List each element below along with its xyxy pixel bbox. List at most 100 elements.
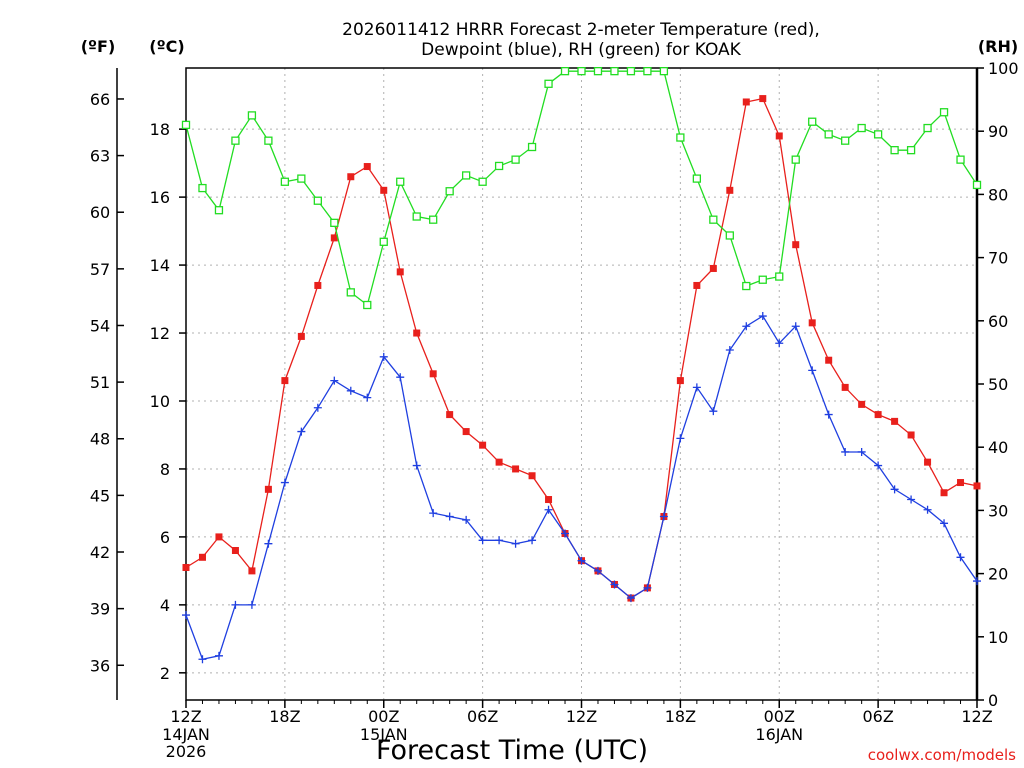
dewpoint-point	[758, 312, 767, 321]
celsius-tick-label: 18	[150, 120, 170, 139]
rh-point	[198, 183, 207, 193]
rh-tick-label: 60	[988, 312, 1008, 331]
temperature-point	[248, 567, 256, 575]
x-tick-label: 18Z	[269, 707, 300, 726]
temperature-point	[281, 377, 289, 385]
temperature-point	[973, 482, 981, 490]
temperature-point	[429, 370, 437, 378]
rh-tick-label: 70	[988, 249, 1008, 268]
rh-point	[445, 187, 454, 196]
fahrenheit-unit-label: (ºF)	[81, 37, 116, 56]
rh-point	[775, 272, 784, 281]
rh-point	[280, 177, 290, 186]
temperature-point	[545, 496, 553, 504]
temperature-line	[185, 97, 978, 599]
dewpoint-point	[198, 655, 207, 664]
temperature-point	[347, 173, 355, 181]
x-axis-label: Forecast Time (UTC)	[376, 735, 648, 766]
temperature-point	[742, 98, 750, 106]
rh-point	[643, 67, 652, 76]
rh-point	[610, 67, 619, 76]
dewpoint-point	[857, 447, 866, 456]
rh-point	[181, 120, 191, 130]
fahrenheit-tick-label: 63	[90, 147, 110, 166]
dewpoint-point	[313, 403, 322, 412]
x-tick-date-label: 16JAN	[755, 725, 803, 744]
series-dewpoint	[182, 312, 981, 664]
dewpoint-line	[185, 315, 978, 660]
rh-point	[709, 215, 718, 224]
temperature-point	[231, 546, 239, 554]
rh-tick-label: 80	[988, 185, 1008, 204]
dewpoint-point	[297, 427, 306, 436]
temperature-point	[907, 431, 915, 439]
dewpoint-point	[363, 393, 372, 402]
rh-tick-label: 100	[988, 59, 1019, 78]
dewpoint-point	[379, 352, 388, 361]
rh-point	[297, 174, 306, 183]
x-tick-year-label: 2026	[166, 742, 207, 761]
dewpoint-point	[610, 580, 619, 589]
temperature-point	[775, 132, 783, 140]
rh-point	[972, 180, 982, 190]
rh-point	[577, 67, 586, 76]
dewpoint-point	[940, 519, 949, 528]
rh-point	[923, 123, 932, 133]
fahrenheit-tick-label: 57	[90, 260, 110, 279]
dewpoint-point	[264, 539, 273, 548]
dewpoint-point	[742, 322, 751, 331]
dewpoint-point	[396, 373, 405, 382]
dewpoint-point	[528, 536, 537, 545]
temperature-point	[528, 472, 536, 480]
celsius-tick-label: 8	[160, 460, 170, 479]
rh-point	[264, 136, 273, 145]
dewpoint-point	[445, 512, 454, 521]
temperature-point	[825, 356, 833, 364]
temperature-point	[413, 329, 421, 337]
dewpoint-point	[659, 512, 668, 521]
rh-point	[692, 174, 702, 183]
dewpoint-point	[626, 594, 635, 603]
temperature-point	[462, 428, 470, 436]
x-tick-label: 12Z	[961, 707, 992, 726]
rh-point	[247, 111, 257, 120]
rh-tick-label: 0	[988, 691, 998, 710]
temperature-point	[709, 264, 717, 272]
rh-point	[527, 142, 537, 152]
temperature-point	[924, 458, 932, 466]
dewpoint-point	[346, 386, 355, 395]
rh-point	[659, 67, 669, 76]
dewpoint-point	[725, 346, 734, 355]
data-series	[181, 67, 982, 664]
fahrenheit-tick-label: 45	[90, 486, 110, 505]
temperature-point	[858, 400, 866, 408]
dewpoint-point	[214, 651, 223, 660]
dewpoint-point	[841, 447, 850, 456]
dewpoint-point	[495, 536, 504, 545]
rh-point	[676, 133, 685, 142]
dewpoint-point	[808, 366, 817, 375]
dewpoint-point	[775, 339, 784, 348]
dewpoint-point	[544, 505, 553, 514]
rh-point	[939, 108, 949, 117]
x-tick-label: 18Z	[665, 707, 696, 726]
temperature-point	[314, 281, 322, 289]
dewpoint-point	[429, 509, 438, 518]
rh-tick-label: 10	[988, 628, 1008, 647]
temperature-point	[841, 383, 849, 391]
rh-point	[758, 275, 767, 284]
credit-link[interactable]: coolwx.com/models	[868, 746, 1016, 764]
rh-point	[313, 196, 322, 205]
rh-point	[494, 161, 504, 171]
rh-point	[808, 117, 817, 126]
rh-point	[346, 288, 355, 297]
dewpoint-point	[280, 478, 289, 487]
celsius-unit-label: (ºC)	[149, 37, 184, 56]
dewpoint-point	[709, 407, 718, 416]
grid-lines	[186, 68, 977, 700]
rh-unit-label: (RH)	[978, 37, 1018, 56]
rh-tick-label: 40	[988, 438, 1008, 457]
dewpoint-point	[412, 461, 421, 470]
dewpoint-point	[511, 539, 520, 548]
